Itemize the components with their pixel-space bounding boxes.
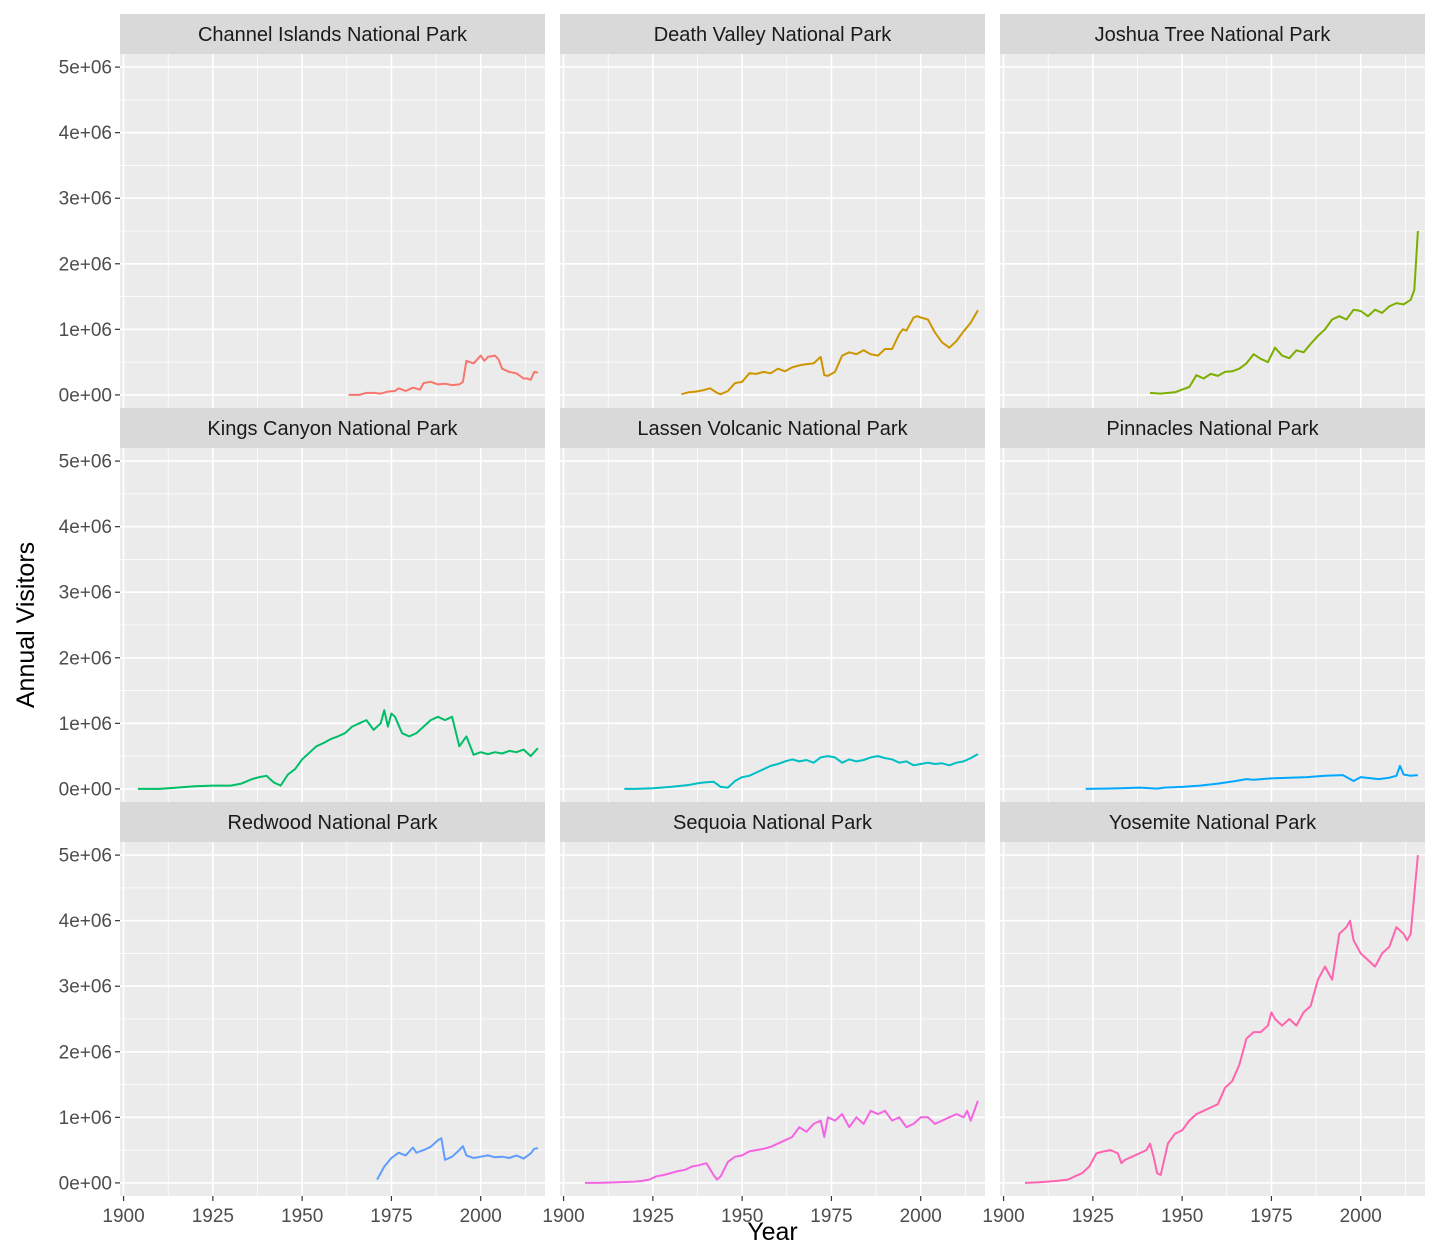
x-tick-label: 1925 (1072, 1206, 1114, 1227)
facet-strip-label: Pinnacles National Park (1106, 418, 1319, 440)
facet-strip (560, 802, 985, 842)
series-line (1149, 230, 1419, 395)
series-line (137, 709, 539, 790)
facet-panel: Redwood National Park 0e+00 1e+06 2e+06 3e+0… (59, 802, 545, 1227)
facet-panel: Yosemite National Park 1900 1925 1950 1975 20… (982, 802, 1425, 1227)
facet-strip-label: Channel Islands National Park (198, 24, 468, 46)
y-tick-label: 5e+06 (59, 452, 112, 473)
facet-panel: Joshua Tree National Park (1000, 14, 1425, 408)
facet-strip (120, 408, 545, 448)
y-tick-label: 1e+06 (59, 1108, 112, 1129)
facet-strip-label: Kings Canyon National Park (207, 418, 458, 440)
y-tick-label: 4e+06 (59, 517, 112, 538)
facet-strip-label: Joshua Tree National Park (1095, 24, 1332, 46)
x-tick-label: 1975 (370, 1206, 412, 1227)
y-tick-label: 1e+06 (59, 320, 112, 341)
x-tick-label: 1950 (281, 1206, 323, 1227)
x-tick-label: 2000 (900, 1206, 942, 1227)
facet-strip (560, 408, 985, 448)
facet-strip (1000, 408, 1425, 448)
y-tick-label: 2e+06 (59, 648, 112, 669)
facet-strip-label: Redwood National Park (227, 812, 438, 834)
facet-panel: Sequoia National Park 1900 1925 1950 1975 200… (542, 802, 985, 1227)
y-tick-label: 5e+06 (59, 846, 112, 867)
facet-strip (1000, 802, 1425, 842)
facet-strip (120, 802, 545, 842)
y-tick-label: 3e+06 (59, 583, 112, 604)
y-tick-label: 3e+06 (59, 977, 112, 998)
y-tick-label: 1e+06 (59, 714, 112, 735)
y-tick-label: 2e+06 (59, 1042, 112, 1063)
facet-strip-label: Yosemite National Park (1109, 812, 1317, 834)
series-line (1085, 764, 1418, 790)
y-tick-label: 5e+06 (59, 58, 112, 79)
x-axis-title: Year (747, 1218, 798, 1246)
y-axis-title: Annual Visitors (12, 542, 40, 708)
facet-strip-label: Death Valley National Park (654, 24, 893, 46)
x-tick-label: 1900 (982, 1206, 1024, 1227)
x-tick-label: 1925 (632, 1206, 674, 1227)
series-line (585, 1100, 979, 1184)
facet-panel: Pinnacles National Park (1000, 408, 1425, 802)
x-tick-label: 1975 (1250, 1206, 1292, 1227)
facet-strip-label: Sequoia National Park (673, 812, 873, 834)
y-tick-label: 2e+06 (59, 254, 112, 275)
facet-strip-label: Lassen Volcanic National Park (637, 418, 908, 440)
y-tick-label: 4e+06 (59, 123, 112, 144)
x-tick-label: 2000 (460, 1206, 502, 1227)
x-tick-label: 1950 (721, 1206, 763, 1227)
y-tick-label: 0e+00 (59, 385, 112, 406)
series-line (1024, 855, 1419, 1184)
facet-strip (560, 14, 985, 54)
facet-panel: Lassen Volcanic National Park (560, 408, 985, 802)
y-tick-label: 3e+06 (59, 189, 112, 210)
y-tick-label: 0e+00 (59, 779, 112, 800)
facet-panel: Kings Canyon National Park 0e+00 1e+06 2e+0… (59, 408, 545, 802)
facet-strip (1000, 14, 1425, 54)
y-tick-label: 0e+00 (59, 1173, 112, 1194)
x-tick-label: 1950 (1161, 1206, 1203, 1227)
series-line (348, 354, 539, 396)
x-tick-label: 1925 (192, 1206, 234, 1227)
series-line (376, 1137, 539, 1181)
series-line (681, 309, 979, 396)
facet-strip (120, 14, 545, 54)
series-line (624, 753, 979, 790)
facet-panel: Channel Islands National Park 0e+00 1e+06 2… (59, 14, 545, 408)
x-tick-label: 1900 (542, 1206, 584, 1227)
x-tick-label: 1900 (102, 1206, 144, 1227)
x-tick-label: 1975 (810, 1206, 852, 1227)
y-tick-label: 4e+06 (59, 911, 112, 932)
facet-panel: Death Valley National Park (560, 14, 985, 408)
x-tick-label: 2000 (1340, 1206, 1382, 1227)
